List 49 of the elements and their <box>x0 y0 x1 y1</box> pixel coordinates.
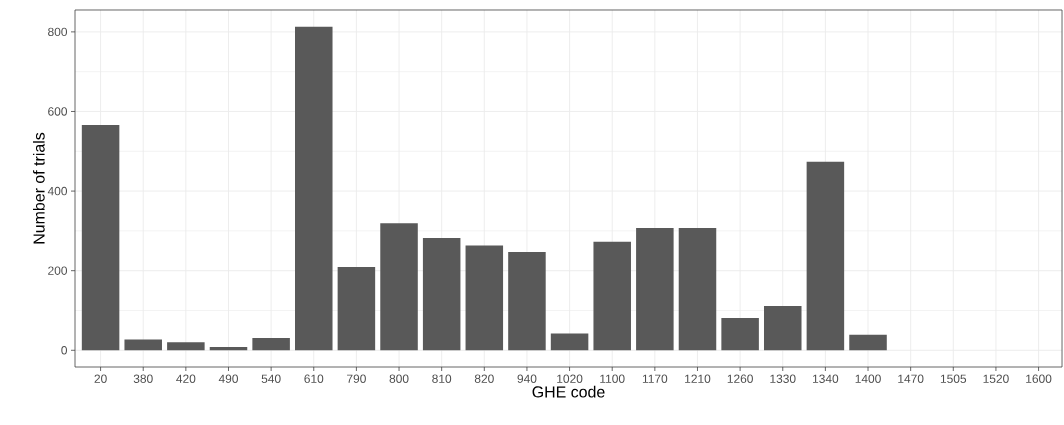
bar <box>124 339 162 351</box>
x-tick-label: 1470 <box>898 374 924 383</box>
bar <box>422 238 461 351</box>
x-tick-label: 790 <box>347 374 366 383</box>
x-tick-label: 1520 <box>983 374 1009 383</box>
x-tick-label: 1210 <box>685 374 711 383</box>
x-tick-label: 1400 <box>855 374 881 383</box>
y-tick-label: 400 <box>47 186 68 196</box>
bar <box>252 337 290 351</box>
bar <box>636 228 674 351</box>
bar <box>295 26 333 351</box>
x-tick-label: 810 <box>432 374 452 383</box>
x-tick-label: 610 <box>304 374 324 383</box>
x-tick-label: 1330 <box>770 374 796 383</box>
x-tick-label: 380 <box>133 374 153 383</box>
x-tick-label: 1100 <box>600 374 625 383</box>
bar <box>593 241 631 351</box>
x-tick-label: 1340 <box>813 374 839 383</box>
bar <box>337 267 376 351</box>
x-tick-label: 1600 <box>1026 374 1052 383</box>
x-tick-label: 1020 <box>557 374 583 383</box>
x-tick-label: 420 <box>176 374 196 383</box>
bar <box>550 333 589 351</box>
bar <box>678 228 717 351</box>
y-axis-title: Number of trials <box>33 132 45 244</box>
x-tick-label: 20 <box>94 374 107 383</box>
y-tick-label: 600 <box>48 107 68 116</box>
bar <box>465 245 504 351</box>
x-axis-title: GHE code <box>532 385 605 398</box>
x-tick-label: 1260 <box>727 374 753 383</box>
x-tick-label: 1505 <box>940 374 967 383</box>
x-tick-label: 540 <box>261 374 281 383</box>
bar <box>849 334 887 351</box>
y-tick-label: 800 <box>48 27 68 37</box>
x-tick-label: 1170 <box>642 374 668 383</box>
bar <box>380 223 418 351</box>
bar <box>508 251 546 351</box>
x-tick-label: 940 <box>517 374 537 383</box>
bar <box>81 125 120 351</box>
y-tick-label: 200 <box>48 266 68 275</box>
bar <box>209 347 248 351</box>
x-tick-label: 820 <box>474 374 494 383</box>
y-tick-label: 0 <box>61 346 68 355</box>
bar <box>167 342 205 351</box>
bar <box>806 161 845 351</box>
bar <box>763 306 802 351</box>
x-tick-label: 800 <box>389 374 409 383</box>
bar <box>721 318 759 351</box>
x-tick-label: 490 <box>218 374 238 383</box>
